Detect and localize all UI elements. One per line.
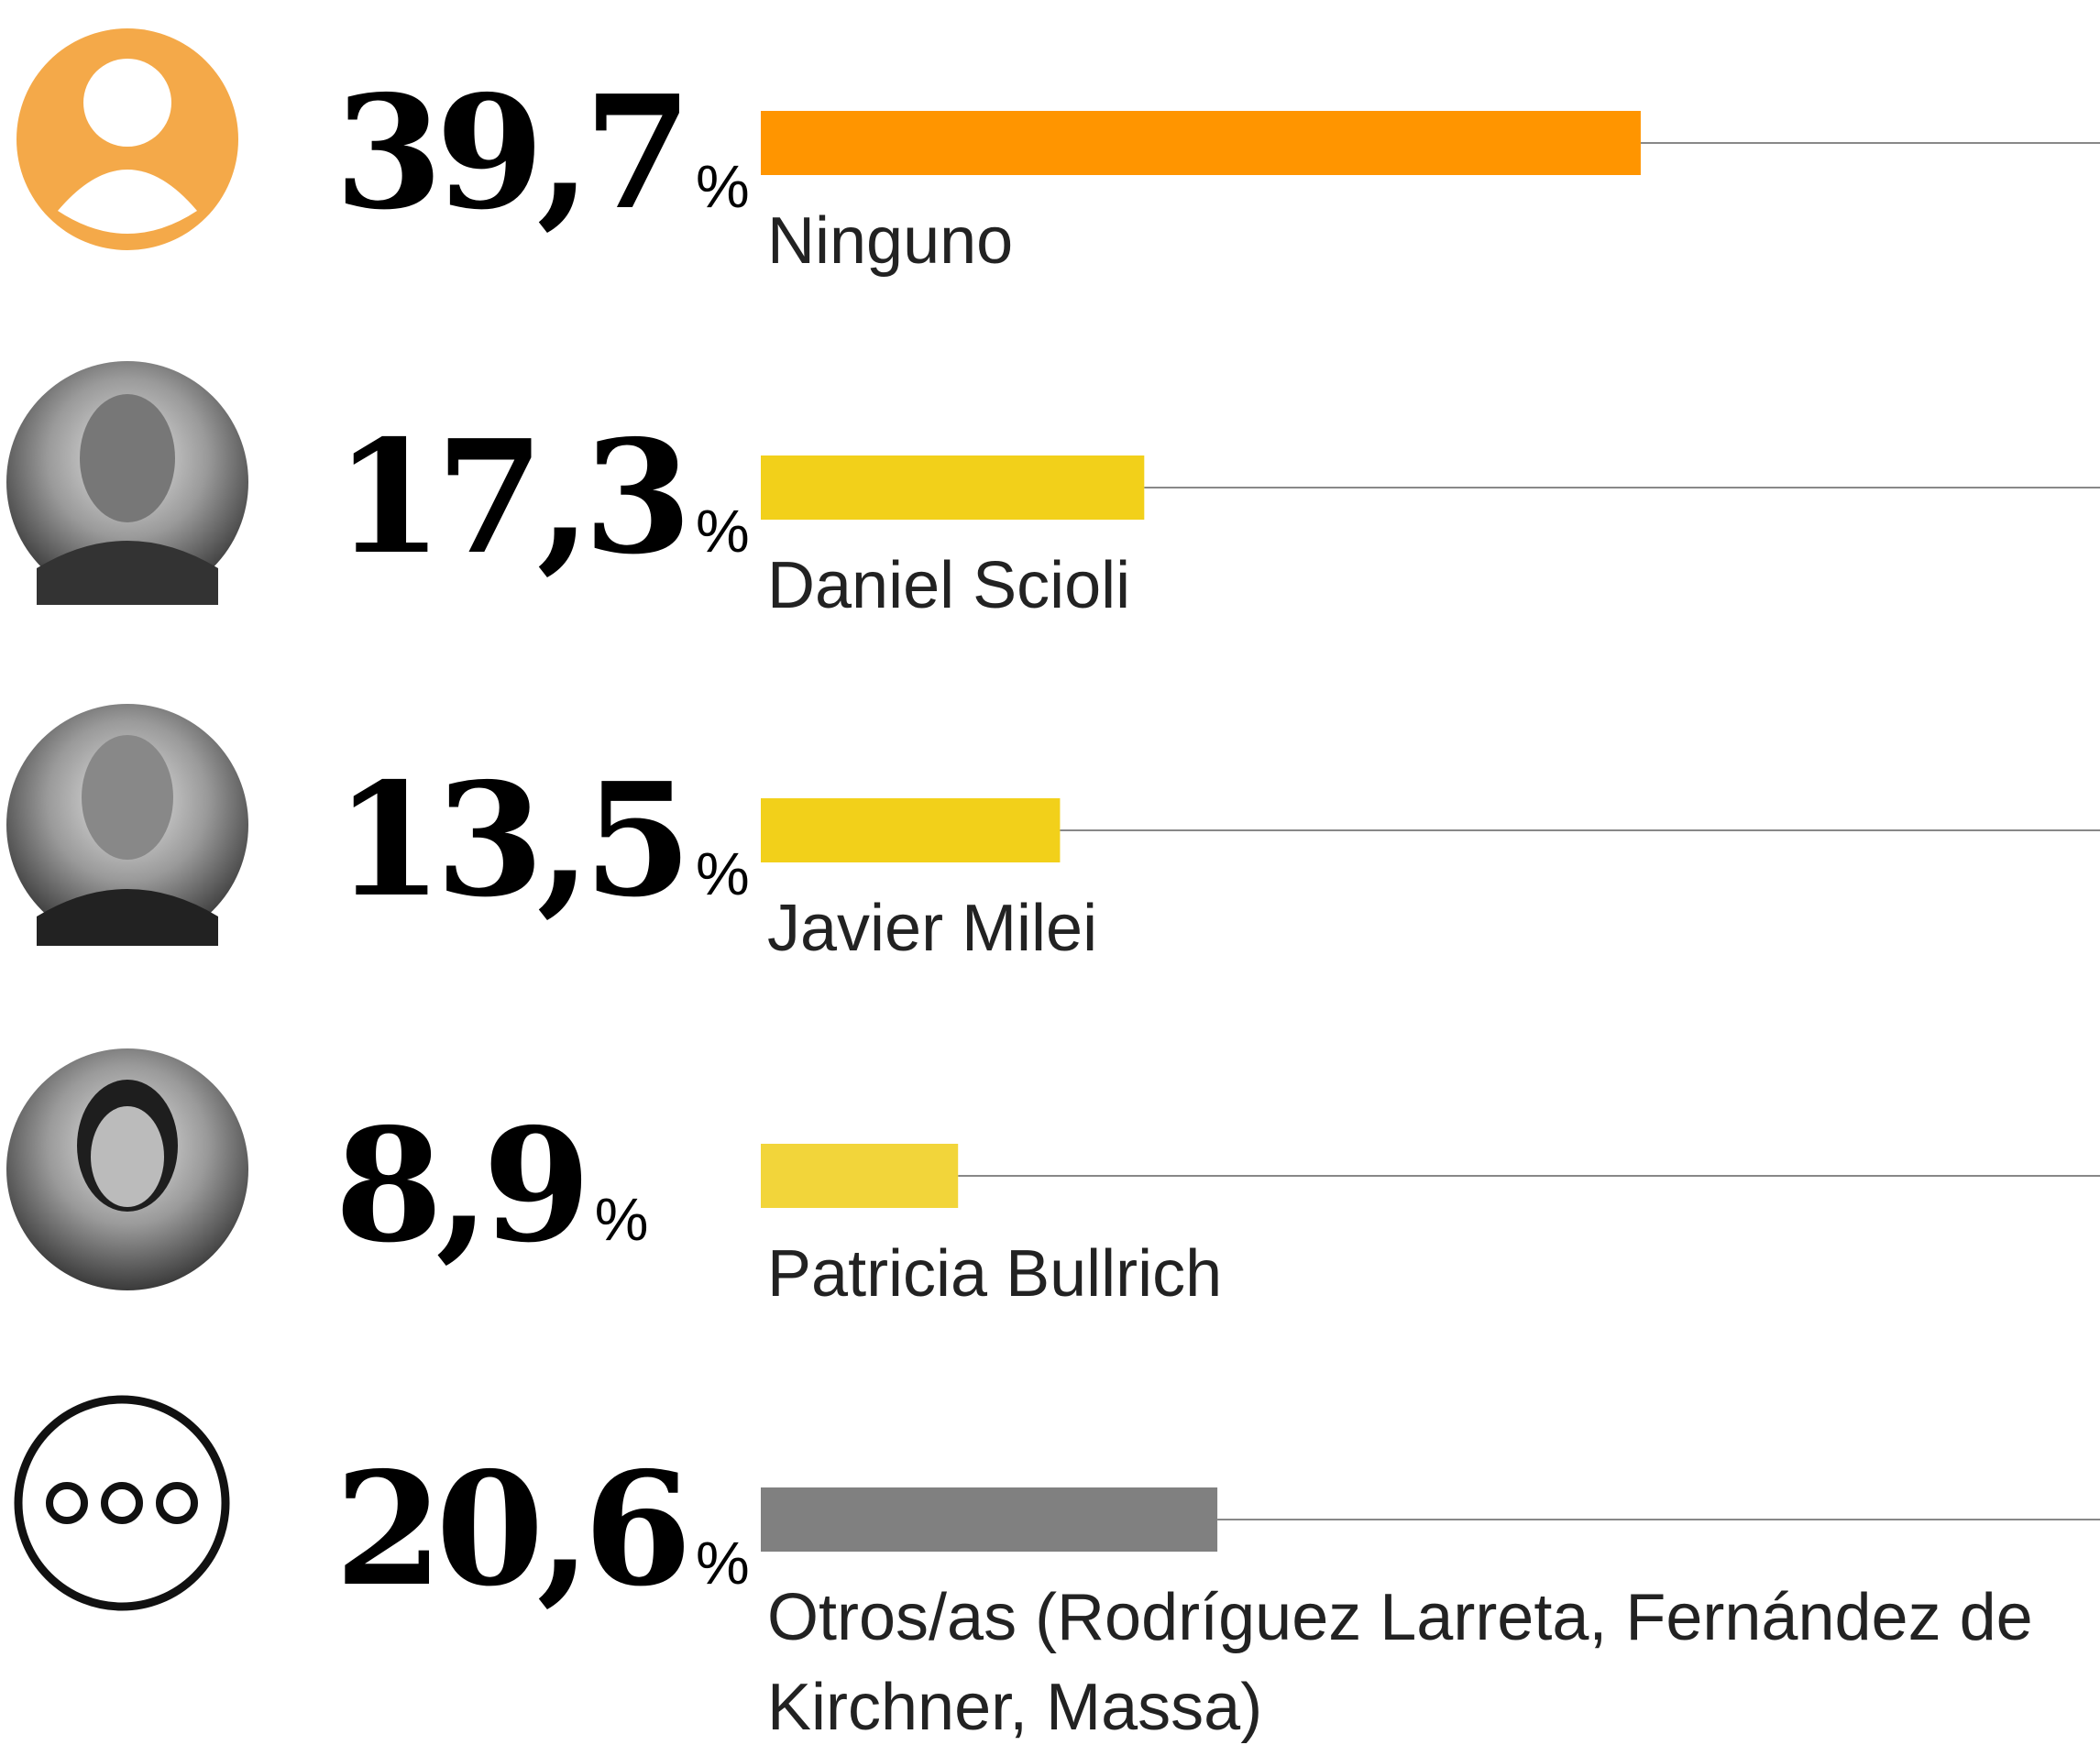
page: Chart html, body { margin: 0; padding: 0… (0, 0, 2100, 1756)
bar (761, 1487, 1217, 1552)
icon-others (18, 1399, 225, 1607)
category-label: Javier Milei (767, 883, 2087, 973)
bar (761, 1144, 958, 1208)
value-label: 13,5% (335, 749, 750, 932)
photo-placeholder (6, 704, 248, 946)
chart: 39,7% 17,3% 13,5% 8,9% 20,6% Ninguno Daniel S… (0, 0, 2100, 1756)
category-label: Ninguno (767, 196, 2087, 286)
body: {"chart_data": {"type": "bar", "orientat… (0, 0, 2100, 1756)
value-label: 17,3% (335, 406, 750, 589)
bar (761, 798, 1060, 862)
category-label: Patricia Bullrich (767, 1229, 2087, 1319)
bar (761, 111, 1641, 175)
icon-none (16, 28, 238, 250)
value-label: 39,7% (335, 61, 750, 245)
value-label: 20,6% (335, 1438, 750, 1621)
bar (761, 455, 1144, 520)
category-label: Daniel Scioli (767, 541, 2087, 631)
category-label: Otros/as (Rodríguez Larreta, Fernández d… (767, 1573, 2087, 1752)
photo-placeholder (6, 1048, 248, 1290)
value-label: 8,9% (335, 1094, 648, 1278)
photo-placeholder (6, 361, 248, 605)
